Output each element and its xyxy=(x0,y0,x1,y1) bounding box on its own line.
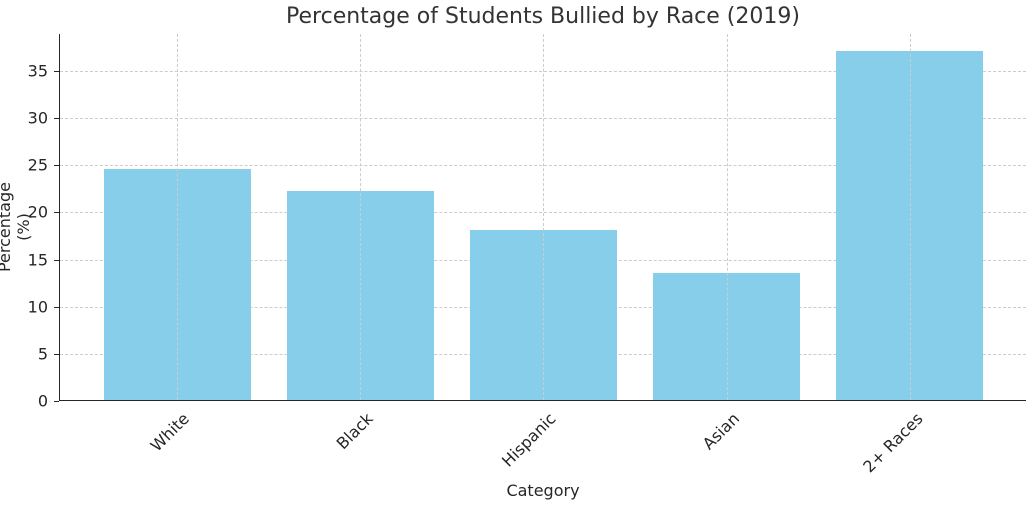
chart-title: Percentage of Students Bullied by Race (… xyxy=(286,4,800,29)
gridline-horizontal xyxy=(60,118,1026,120)
y-tick-mark xyxy=(54,306,59,308)
gridline-horizontal xyxy=(60,212,1026,214)
gridline-vertical xyxy=(543,34,545,400)
y-tick-mark xyxy=(54,401,59,402)
y-tick-mark xyxy=(54,212,59,214)
y-tick-label: 30 xyxy=(27,108,48,128)
y-tick-mark xyxy=(54,118,59,120)
y-tick-mark xyxy=(54,353,59,355)
y-tick-label: 20 xyxy=(27,202,48,222)
x-tick-label: Black xyxy=(332,409,377,454)
y-tick-mark xyxy=(54,165,59,167)
y-tick-label: 0 xyxy=(37,391,48,411)
x-tick-label: Asian xyxy=(698,409,744,454)
y-tick-mark xyxy=(54,70,59,72)
gridline-horizontal xyxy=(60,165,1026,167)
y-tick-label: 25 xyxy=(27,155,48,175)
y-tick-label: 5 xyxy=(37,344,48,364)
y-tick-label: 15 xyxy=(27,250,48,270)
y-tick-mark xyxy=(54,259,59,261)
plot-area: 0 5 10 15 20 25 30 35 White Black Hispanic Asian 2+ … xyxy=(28,34,1026,476)
x-axis-label: Category xyxy=(506,481,580,500)
gridline-horizontal xyxy=(60,70,1026,72)
x-tick-label: 2+ Races xyxy=(858,409,927,477)
x-tick-label: White xyxy=(147,409,194,456)
gridline-vertical xyxy=(726,34,728,400)
gridline-vertical xyxy=(360,34,362,400)
x-tick-label: Hispanic xyxy=(498,409,560,471)
gridline-vertical xyxy=(177,34,178,400)
y-tick-label: 35 xyxy=(27,61,48,81)
y-tick-label: 10 xyxy=(27,297,48,317)
gridline-vertical xyxy=(909,34,911,400)
y-axis-label: Percentage (%) xyxy=(0,182,33,273)
